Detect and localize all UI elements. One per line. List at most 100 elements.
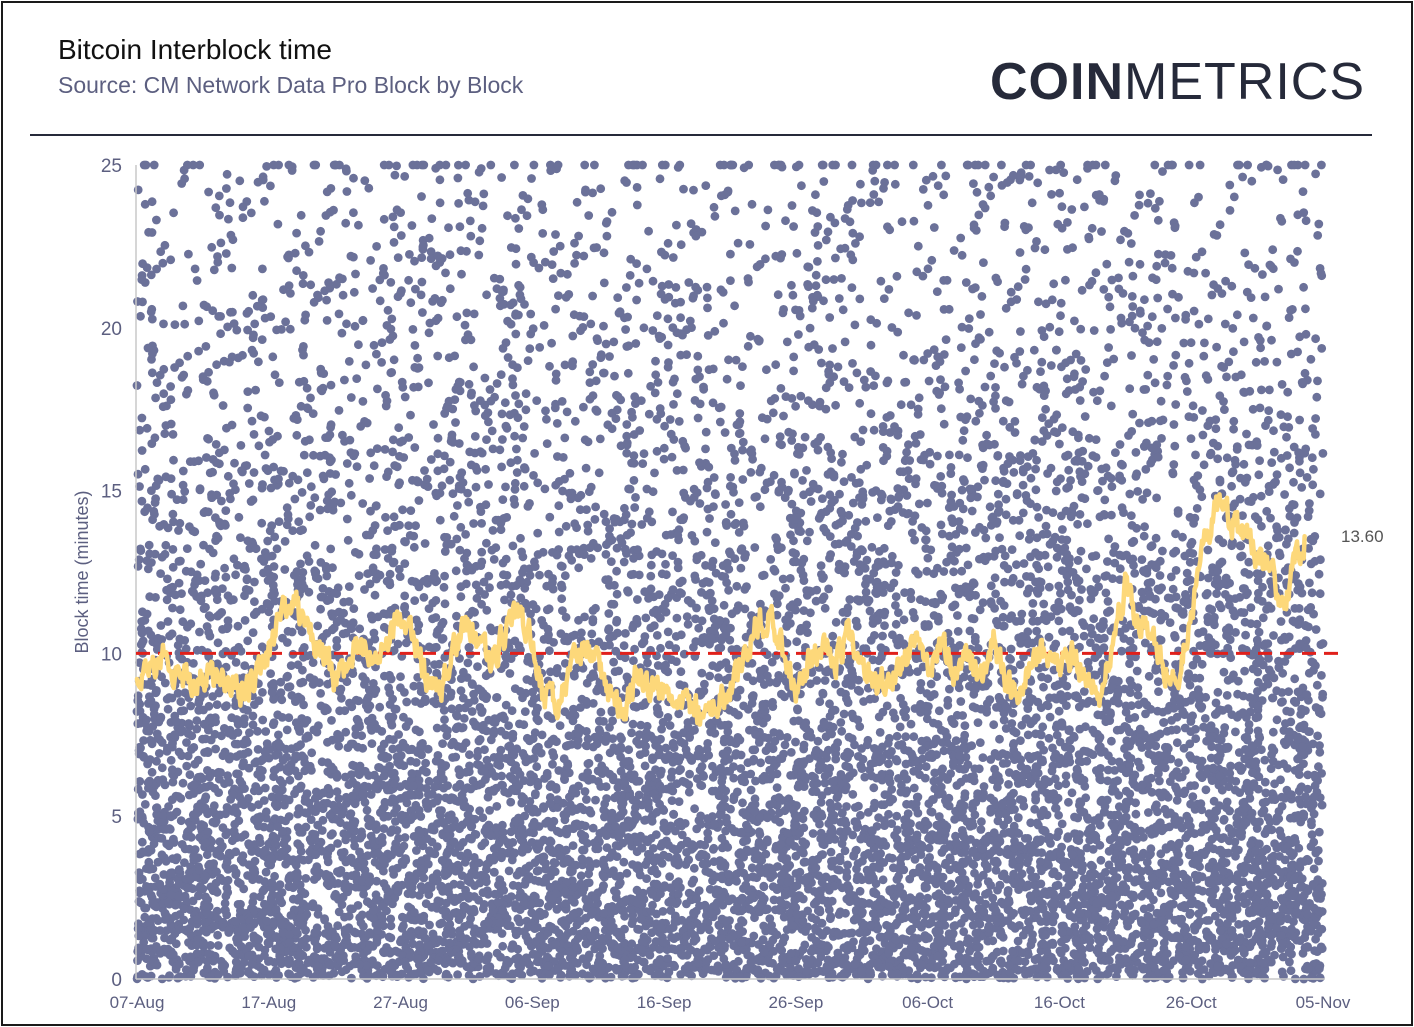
block-time-point [185, 770, 195, 780]
block-time-point [1227, 281, 1237, 291]
block-time-point [261, 727, 271, 736]
block-time-point [400, 392, 410, 402]
block-time-point [362, 897, 372, 907]
block-time-point [956, 233, 966, 243]
block-time-point [1103, 557, 1112, 566]
block-time-point [789, 352, 799, 362]
block-time-point [243, 403, 253, 413]
block-time-point [358, 397, 368, 406]
block-time-point [1212, 231, 1222, 240]
block-time-point [152, 378, 162, 387]
block-time-point [1158, 415, 1168, 425]
block-time-point [899, 615, 909, 625]
block-time-point [1304, 925, 1314, 934]
block-time-point [270, 370, 280, 380]
block-time-point [396, 231, 406, 240]
block-time-point [204, 611, 214, 621]
block-time-point [847, 473, 856, 482]
block-time-point [485, 385, 495, 394]
block-time-point [624, 745, 634, 755]
block-time-point [1015, 660, 1025, 670]
block-time-point [257, 483, 267, 493]
block-time-point [500, 398, 510, 408]
block-time-point [242, 575, 252, 585]
block-time-point [825, 798, 835, 808]
block-time-point [991, 476, 1001, 486]
block-time-point [1055, 188, 1064, 198]
block-time-point [690, 804, 699, 814]
block-time-point [1061, 771, 1071, 781]
block-time-point [1314, 856, 1323, 866]
block-time-point [791, 162, 801, 172]
block-time-point [1200, 338, 1209, 348]
block-time-point [874, 197, 884, 207]
block-time-point [132, 381, 142, 390]
block-time-point [630, 503, 640, 512]
block-time-point [525, 344, 535, 353]
block-time-point [1049, 279, 1059, 289]
scatter-points [132, 160, 1328, 984]
block-time-point [199, 300, 209, 310]
block-time-point [1075, 510, 1085, 519]
block-time-point [778, 574, 788, 584]
block-time-point [795, 867, 805, 877]
block-time-point [420, 539, 430, 548]
block-time-point [283, 626, 293, 636]
block-time-point [671, 283, 681, 292]
block-time-point [401, 722, 411, 731]
block-time-point [1264, 406, 1274, 415]
block-time-point [590, 515, 600, 524]
block-time-point [869, 381, 879, 390]
block-time-point [939, 190, 949, 200]
block-time-point [535, 343, 545, 352]
block-time-point [1209, 280, 1218, 290]
block-time-point [820, 676, 830, 685]
block-time-point [292, 430, 302, 440]
block-time-point [957, 485, 967, 495]
block-time-point [1229, 192, 1239, 202]
block-time-point [1022, 764, 1032, 774]
block-time-point [233, 621, 243, 631]
block-time-point [878, 443, 888, 452]
block-time-point [979, 258, 988, 267]
block-time-point [212, 700, 222, 709]
block-time-point [484, 571, 494, 581]
block-time-point [1083, 657, 1093, 667]
block-time-point [377, 338, 387, 347]
block-time-point [485, 806, 494, 815]
block-time-point [831, 617, 841, 627]
block-time-point [1130, 569, 1140, 578]
block-time-point [186, 701, 196, 711]
block-time-point [1047, 190, 1056, 199]
block-time-point [629, 458, 639, 468]
block-time-point [304, 855, 313, 865]
block-time-point [697, 588, 706, 597]
block-time-point [813, 257, 822, 266]
block-time-point [561, 521, 571, 531]
block-time-point [980, 475, 989, 485]
block-time-point [1003, 564, 1013, 574]
block-time-point [954, 450, 964, 460]
block-time-point [710, 211, 720, 221]
block-time-point [1037, 357, 1047, 367]
block-time-point [909, 732, 919, 742]
block-time-point [755, 830, 765, 839]
block-time-point [390, 170, 400, 180]
block-time-point [334, 406, 344, 415]
block-time-point [1306, 354, 1316, 364]
block-time-point [1298, 187, 1308, 197]
block-time-point [726, 473, 735, 482]
block-time-point [599, 860, 609, 870]
block-time-point [342, 459, 352, 468]
block-time-point [548, 759, 557, 769]
block-time-point [1059, 168, 1069, 178]
block-time-point [629, 451, 639, 461]
block-time-point [1095, 386, 1105, 396]
block-time-point [977, 292, 987, 301]
block-time-point [1057, 202, 1067, 212]
block-time-point [1293, 246, 1302, 256]
block-time-point [934, 706, 944, 716]
block-time-point [1317, 160, 1326, 170]
block-time-point [852, 368, 862, 378]
